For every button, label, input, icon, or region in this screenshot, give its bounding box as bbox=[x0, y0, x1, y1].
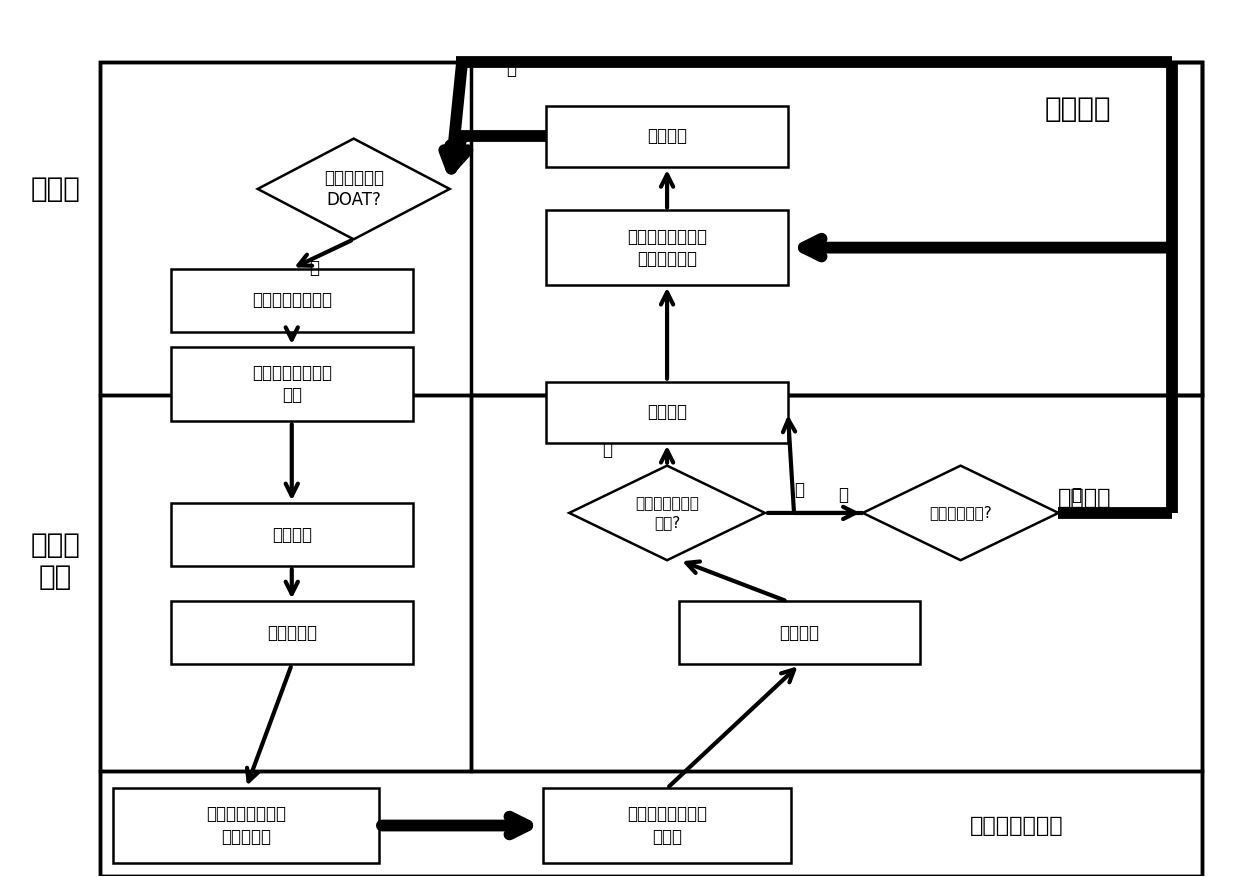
FancyBboxPatch shape bbox=[547, 210, 787, 285]
FancyBboxPatch shape bbox=[171, 602, 413, 665]
Text: 数据传输: 数据传输 bbox=[647, 127, 687, 146]
FancyBboxPatch shape bbox=[171, 503, 413, 567]
Polygon shape bbox=[863, 466, 1059, 560]
Text: 方位角估计，计算
多普勒频移: 方位角估计，计算 多普勒频移 bbox=[206, 805, 286, 845]
Polygon shape bbox=[258, 139, 450, 239]
FancyBboxPatch shape bbox=[171, 268, 413, 332]
Text: 是: 是 bbox=[309, 259, 319, 276]
Text: 信道预测: 信道预测 bbox=[780, 624, 820, 642]
Text: 累计误差大于门
限值?: 累计误差大于门 限值? bbox=[635, 496, 699, 530]
Text: 否: 否 bbox=[795, 481, 805, 499]
Bar bbox=[99, 62, 1202, 876]
Text: 数据传输: 数据传输 bbox=[1045, 96, 1111, 124]
Text: 获取初始信道状态
信息: 获取初始信道状态 信息 bbox=[252, 364, 332, 404]
Bar bbox=[471, 395, 1202, 771]
Text: 到达角
估计: 到达角 估计 bbox=[30, 531, 81, 591]
Bar bbox=[99, 771, 1202, 876]
Text: 补偿多普勒频移: 补偿多普勒频移 bbox=[970, 816, 1063, 836]
Text: 是: 是 bbox=[603, 440, 613, 459]
FancyBboxPatch shape bbox=[543, 788, 791, 863]
Text: 初始化: 初始化 bbox=[30, 175, 81, 203]
Text: 追踪时间大于
DOAT?: 追踪时间大于 DOAT? bbox=[324, 169, 383, 209]
Text: 否: 否 bbox=[1071, 487, 1081, 504]
Text: 信道修正: 信道修正 bbox=[647, 403, 687, 421]
FancyBboxPatch shape bbox=[547, 106, 787, 167]
Text: 是: 是 bbox=[838, 487, 848, 504]
Bar bbox=[99, 395, 471, 771]
FancyBboxPatch shape bbox=[547, 381, 787, 443]
Text: 否: 否 bbox=[507, 60, 517, 78]
Text: 波束对准: 波束对准 bbox=[272, 526, 311, 544]
Text: 波束域波束成形，
消除用户干扰: 波束域波束成形， 消除用户干扰 bbox=[627, 227, 707, 267]
Bar bbox=[471, 62, 1202, 395]
Text: 到达角估计: 到达角估计 bbox=[267, 624, 316, 642]
Polygon shape bbox=[569, 466, 765, 560]
FancyBboxPatch shape bbox=[678, 602, 920, 665]
Text: 信达发生突变?: 信达发生突变? bbox=[929, 505, 992, 520]
Text: 角度波束成形，补
偿频偏: 角度波束成形，补 偿频偏 bbox=[627, 805, 707, 845]
FancyBboxPatch shape bbox=[113, 788, 379, 863]
Bar bbox=[99, 62, 1202, 395]
FancyBboxPatch shape bbox=[171, 347, 413, 422]
Text: 新的角度相干时间: 新的角度相干时间 bbox=[252, 291, 332, 310]
Text: 信道追踪: 信道追踪 bbox=[1058, 488, 1111, 508]
